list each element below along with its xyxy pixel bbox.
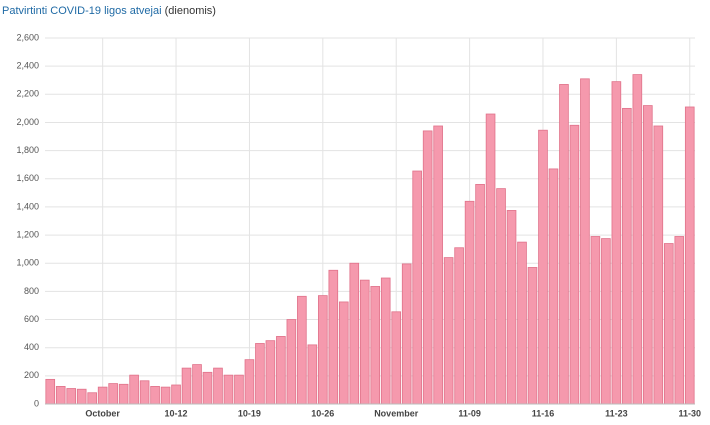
bar — [496, 188, 506, 405]
bar — [391, 311, 402, 405]
y-tick-label: 2,200 — [16, 89, 39, 99]
bar — [87, 392, 97, 405]
bar — [601, 238, 611, 405]
bar — [380, 277, 391, 405]
bar — [590, 236, 601, 405]
bar — [286, 319, 297, 405]
bar — [276, 336, 286, 405]
bar — [307, 344, 318, 405]
bar — [108, 383, 118, 405]
chart-subtitle: (dienomis) — [165, 5, 216, 17]
chart-title-line: Patvirtinti COVID-19 ligos atvejai (dien… — [2, 5, 216, 17]
bar — [548, 168, 559, 405]
bar — [506, 210, 517, 405]
bar — [66, 388, 77, 405]
y-tick-label: 1,400 — [16, 201, 39, 211]
bar — [192, 364, 202, 405]
bar — [160, 386, 171, 405]
bar — [338, 301, 349, 405]
bar — [349, 262, 360, 405]
bar — [622, 107, 632, 405]
bar — [443, 257, 454, 405]
bar — [265, 340, 276, 405]
bar — [454, 247, 464, 405]
bar — [234, 374, 244, 405]
bar — [213, 367, 223, 405]
bar — [559, 84, 569, 405]
bar — [653, 125, 664, 405]
bar — [55, 386, 66, 405]
bar — [464, 200, 475, 405]
bar — [684, 106, 695, 405]
bar — [181, 367, 192, 405]
y-tick-label: 800 — [24, 286, 39, 296]
y-tick-label: 1,800 — [16, 145, 39, 155]
bar — [97, 386, 108, 405]
y-tick-label: 2,400 — [16, 61, 39, 71]
x-tick-label: October — [85, 408, 120, 418]
bar — [412, 170, 422, 405]
bar — [129, 374, 139, 405]
bar — [223, 374, 234, 405]
bar — [370, 286, 381, 405]
x-tick-label: 11-09 — [458, 408, 481, 418]
bar — [422, 130, 433, 405]
bar — [580, 78, 590, 405]
y-tick-label: 1,000 — [16, 258, 39, 268]
y-tick-label: 1,600 — [16, 173, 39, 183]
bar — [359, 279, 370, 405]
bar — [569, 124, 580, 405]
x-tick-label: 10-12 — [165, 408, 188, 418]
x-tick-label: 11-16 — [532, 408, 555, 418]
y-tick-label: 2,000 — [16, 117, 39, 127]
bar — [171, 384, 181, 405]
x-tick-label: November — [374, 408, 419, 418]
y-tick-label: 600 — [24, 314, 39, 324]
bar — [139, 380, 150, 405]
bar — [527, 267, 538, 405]
y-tick-label: 200 — [24, 370, 39, 380]
bar — [318, 295, 328, 405]
bar — [297, 295, 307, 405]
bar — [76, 388, 87, 405]
x-tick-label: 10-19 — [238, 408, 261, 418]
x-tick-label: 11-30 — [678, 408, 701, 418]
bar — [45, 378, 56, 405]
bar — [202, 371, 213, 405]
y-tick-label: 0 — [34, 398, 39, 408]
chart-title: Patvirtinti COVID-19 ligos atvejai — [2, 5, 162, 17]
bar — [255, 343, 265, 405]
bar — [643, 105, 653, 405]
bar — [118, 383, 129, 405]
y-tick-label: 2,600 — [16, 32, 39, 42]
bar — [632, 74, 643, 405]
bar — [517, 241, 527, 405]
bar — [538, 129, 548, 405]
bar — [485, 113, 496, 405]
bar — [244, 359, 255, 405]
bar — [150, 386, 160, 405]
bar — [328, 269, 339, 405]
bar — [663, 243, 674, 405]
x-tick-label: 10-26 — [311, 408, 334, 418]
bar — [475, 183, 485, 405]
bar — [401, 263, 412, 405]
y-tick-label: 400 — [24, 342, 39, 352]
x-tick-label: 11-23 — [605, 408, 628, 418]
y-tick-label: 1,200 — [16, 229, 39, 239]
bar — [433, 125, 443, 405]
bar — [611, 81, 622, 405]
bar — [674, 236, 685, 405]
